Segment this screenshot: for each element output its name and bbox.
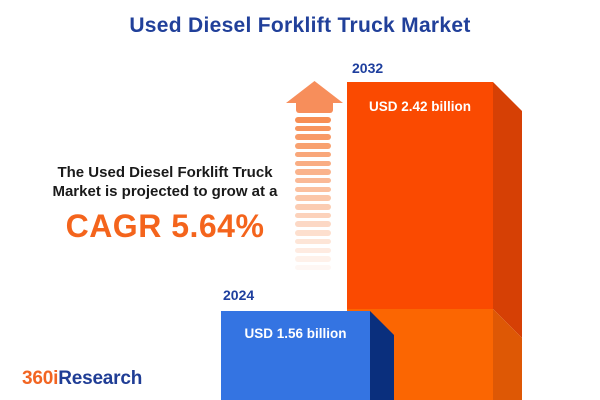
growth-arrow-stripe (295, 230, 331, 236)
bar-2024-year-label: 2024 (223, 287, 255, 303)
growth-arrow-stripe (295, 195, 331, 201)
growth-arrow-stripe (295, 143, 331, 149)
growth-arrow-stripe (295, 256, 331, 262)
growth-arrow-stripe (295, 186, 331, 193)
brand-logo-prefix: 360i (22, 368, 59, 389)
description-line-2: Market is projected to grow at a (52, 183, 278, 200)
cagr-value: CAGR 5.64% (65, 208, 265, 244)
growth-arrow-stripe (295, 125, 331, 132)
brand-logo-suffix: Research (58, 368, 143, 389)
growth-arrow-stripe (295, 247, 331, 253)
growth-arrow-stripe (295, 204, 331, 210)
bar-2024-front (221, 311, 370, 400)
growth-arrow-stripe (295, 264, 331, 271)
bar-2032-front-upper (347, 82, 493, 309)
growth-arrow-stripe (295, 212, 331, 219)
growth-arrow-stripe (295, 151, 331, 158)
growth-arrow-stripe (295, 134, 331, 140)
growth-arrow-stripe (295, 221, 331, 227)
growth-arrow-stripe (295, 117, 331, 123)
brand-logo: 360iResearch (22, 368, 142, 390)
bar-2032-year-label: 2032 (352, 60, 384, 76)
growth-arrow-icon (286, 81, 343, 103)
description-block: The Used Diesel Forklift Truck Market is… (20, 163, 310, 245)
page-title: Used Diesel Forklift Truck Market (129, 14, 471, 37)
bar-2032-side-upper (493, 82, 522, 338)
bar-2024-value-label: USD 1.56 billion (244, 326, 347, 341)
bar-2032-value-label: USD 2.42 billion (368, 99, 472, 114)
growth-arrow-stripe (295, 160, 331, 166)
growth-arrow-stripe (295, 238, 331, 245)
description-line-1: The Used Diesel Forklift Truck (57, 164, 273, 181)
growth-arrow-neck (296, 101, 333, 113)
growth-arrow-stripe (295, 169, 331, 175)
growth-arrow-stripe (295, 177, 331, 184)
growth-arrow-stripes (295, 117, 331, 277)
